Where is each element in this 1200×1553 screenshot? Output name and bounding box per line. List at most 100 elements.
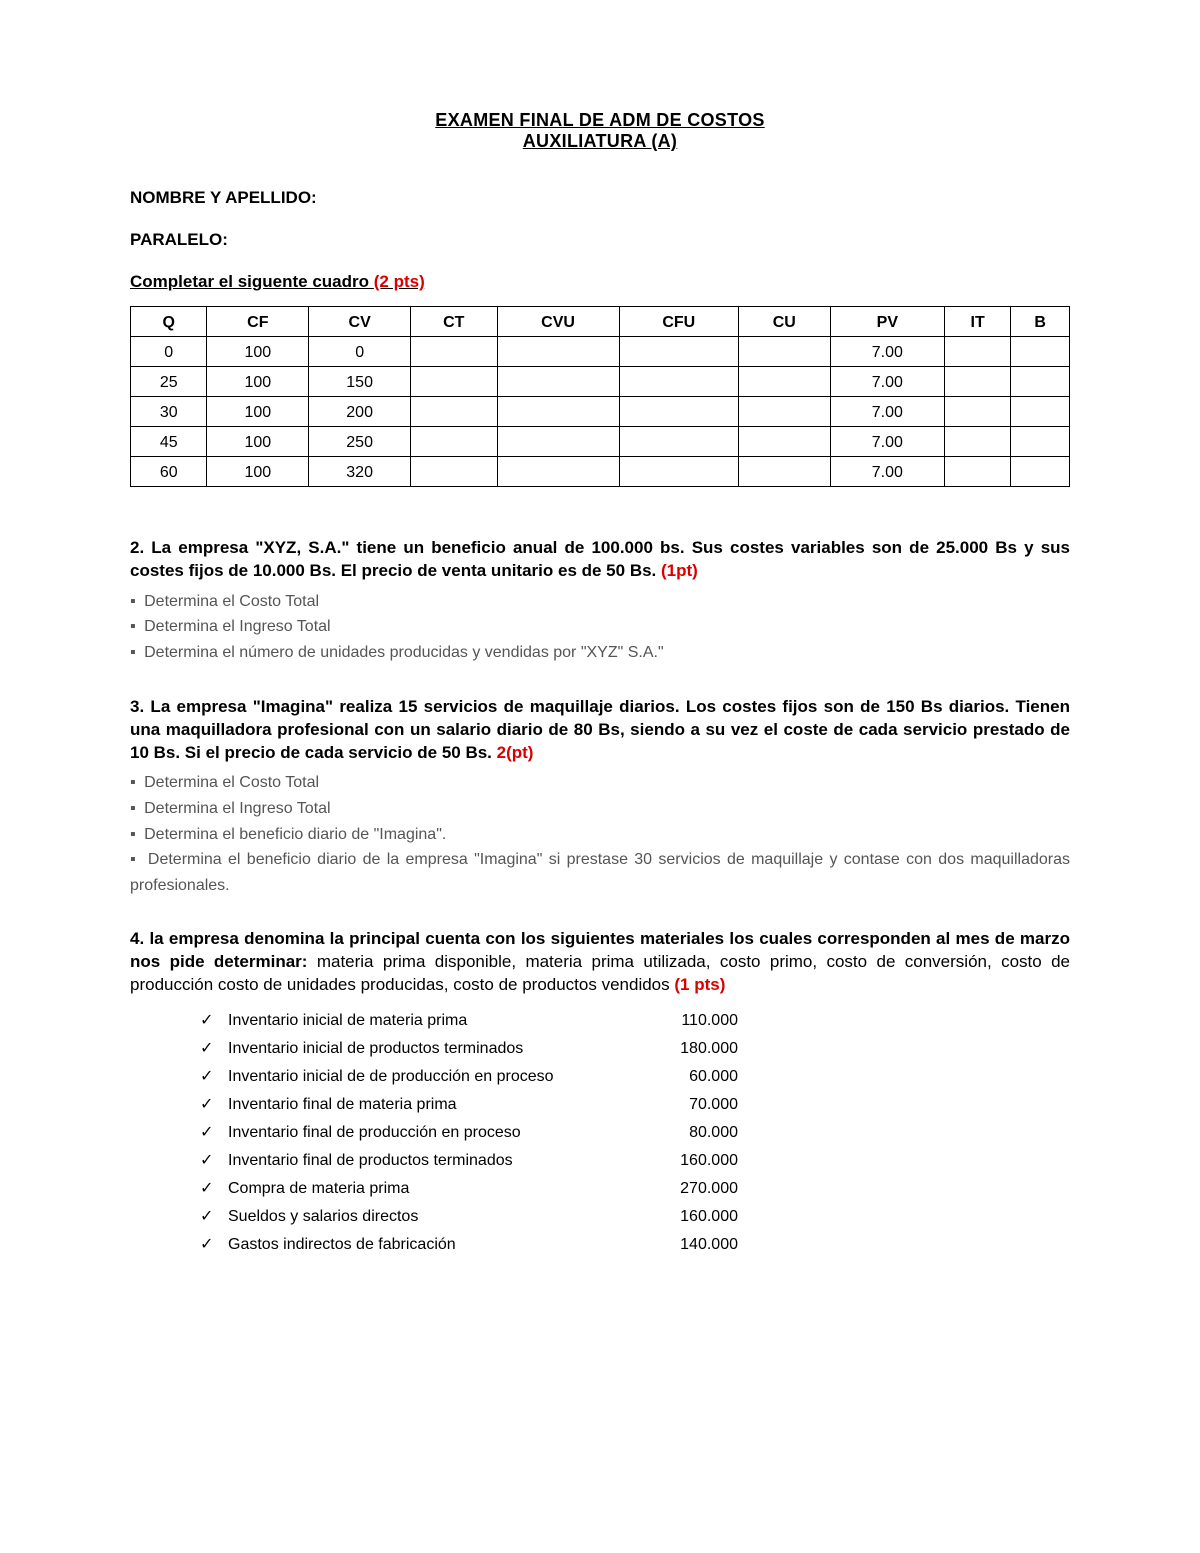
bullet-item: ▪ Determina el Costo Total [130,770,1070,796]
cost-table-cell [1011,367,1070,397]
cost-table-cell [1011,397,1070,427]
q2-block: 2. La empresa "XYZ, S.A." tiene un benef… [130,537,1070,666]
cost-table-cell: 7.00 [830,367,944,397]
material-label: Inventario inicial de de producción en p… [228,1063,648,1091]
check-icon: ✓ [200,1231,228,1259]
cost-table-cell [619,427,738,457]
material-row: ✓Compra de materia prima270.000 [200,1175,1070,1203]
cost-table-cell: 30 [131,397,207,427]
cost-table-cell [619,457,738,487]
cost-table-row: 010007.00 [131,337,1070,367]
cost-table-cell: 45 [131,427,207,457]
q1-heading: Completar el siguente cuadro (2 pts) [130,272,1070,292]
cost-table-row: 60100320 7.00 [131,457,1070,487]
bullet-icon: ▪ [130,774,140,791]
material-label: Inventario final de materia prima [228,1091,648,1119]
q3-prompt: 3. La empresa "Imagina" realiza 15 servi… [130,696,1070,765]
cost-table-cell: 60 [131,457,207,487]
cost-table-cell [411,457,497,487]
q2-prompt: 2. La empresa "XYZ, S.A." tiene un benef… [130,537,1070,583]
bullet-item: ▪ Determina el beneficio diario de "Imag… [130,822,1070,848]
cost-table-cell [945,457,1011,487]
cost-table-cell [739,427,831,457]
cost-table-cell: 150 [309,367,411,397]
cost-table-cell: 0 [309,337,411,367]
material-label: Sueldos y salarios directos [228,1203,648,1231]
cost-table-header-cell: CVU [497,307,619,337]
q2-prompt-text: 2. La empresa "XYZ, S.A." tiene un benef… [130,538,1070,580]
bullet-icon: ▪ [130,618,140,635]
bullet-item: ▪ Determina el Ingreso Total [130,796,1070,822]
cost-table-cell [411,337,497,367]
q1-heading-text: Completar el siguente cuadro [130,272,369,291]
cost-table-row: 25100150 7.00 [131,367,1070,397]
check-icon: ✓ [200,1119,228,1147]
bullet-item: ▪ Determina el Costo Total [130,589,1070,615]
q4-block: 4. la empresa denomina la principal cuen… [130,928,1070,1259]
cost-table-cell [739,397,831,427]
check-icon: ✓ [200,1091,228,1119]
q4-materials-list: ✓Inventario inicial de materia prima110.… [200,1007,1070,1259]
bullet-icon: ▪ [130,851,144,868]
cost-table-cell [945,427,1011,457]
material-value: 180.000 [648,1035,738,1063]
bullet-text: Determina el Ingreso Total [144,618,330,635]
q1-heading-pts: (2 pts) [374,272,425,291]
material-value: 110.000 [648,1007,738,1035]
material-row: ✓Inventario final de materia prima70.000 [200,1091,1070,1119]
cost-table-cell [945,337,1011,367]
cost-table-cell: 7.00 [830,457,944,487]
cost-table: QCFCVCTCVUCFUCUPVITB 010007.00251001507.… [130,306,1070,487]
cost-table-cell: 7.00 [830,427,944,457]
material-value: 140.000 [648,1231,738,1259]
bullet-icon: ▪ [130,644,140,661]
cost-table-row: 451002507.00 [131,427,1070,457]
cost-table-cell [411,367,497,397]
material-row: ✓Inventario final de producción en proce… [200,1119,1070,1147]
bullet-text: Determina el Costo Total [144,774,319,791]
bullet-icon: ▪ [130,593,140,610]
cost-table-cell [739,367,831,397]
cost-table-cell [497,337,619,367]
cost-table-cell [619,397,738,427]
q4-pts: (1 pts) [674,975,725,994]
cost-table-cell [497,427,619,457]
cost-table-header-cell: CF [207,307,309,337]
cost-table-header-cell: CT [411,307,497,337]
cost-table-cell: 320 [309,457,411,487]
bullet-item: ▪ Determina el beneficio diario de la em… [130,847,1070,898]
cost-table-cell [497,457,619,487]
q3-block: 3. La empresa "Imagina" realiza 15 servi… [130,696,1070,899]
cost-table-header-cell: PV [830,307,944,337]
check-icon: ✓ [200,1063,228,1091]
bullet-text: Determina el número de unidades producid… [144,644,664,661]
cost-table-cell [619,337,738,367]
cost-table-header-cell: CV [309,307,411,337]
check-icon: ✓ [200,1035,228,1063]
cost-table-cell: 250 [309,427,411,457]
cost-table-cell [1011,337,1070,367]
cost-table-cell: 0 [131,337,207,367]
material-label: Gastos indirectos de fabricación [228,1231,648,1259]
cost-table-cell: 100 [207,457,309,487]
cost-table-cell: 200 [309,397,411,427]
exam-page: EXAMEN FINAL DE ADM DE COSTOS AUXILIATUR… [0,0,1200,1553]
check-icon: ✓ [200,1007,228,1035]
cost-table-cell [497,397,619,427]
cost-table-cell [411,397,497,427]
cost-table-cell [497,367,619,397]
cost-table-header-cell: B [1011,307,1070,337]
title-line-2: AUXILIATURA (A) [130,131,1070,152]
cost-table-cell: 25 [131,367,207,397]
material-label: Compra de materia prima [228,1175,648,1203]
cost-table-cell: 100 [207,367,309,397]
cost-table-header-cell: CU [739,307,831,337]
cost-table-cell [945,367,1011,397]
cost-table-body: 010007.00251001507.00301002007.004510025… [131,337,1070,487]
q3-prompt-text: 3. La empresa "Imagina" realiza 15 servi… [130,697,1070,762]
cost-table-header-cell: CFU [619,307,738,337]
cost-table-cell [945,397,1011,427]
material-row: ✓Inventario inicial de de producción en … [200,1063,1070,1091]
q2-pts: (1pt) [661,561,698,580]
check-icon: ✓ [200,1147,228,1175]
